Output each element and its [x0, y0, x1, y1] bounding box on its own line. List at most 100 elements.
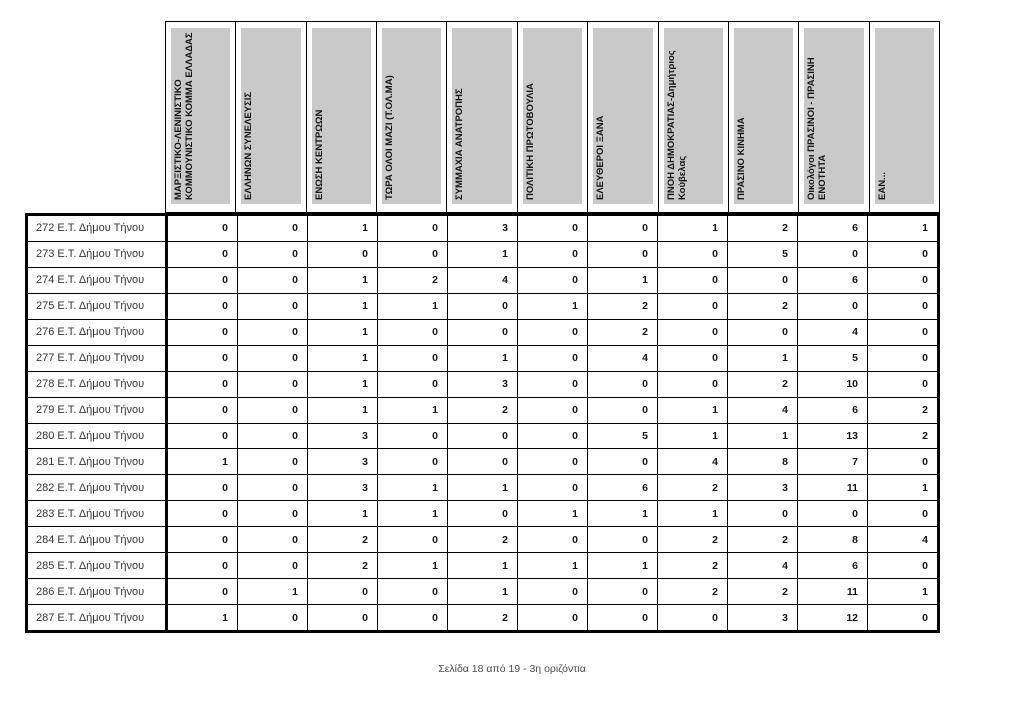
value-cell: 0: [168, 319, 238, 345]
table-row: 280 Ε.Τ. Δήμου Τήνου 0 0 3 0 0 0 5 1 1 13 2: [28, 423, 937, 450]
value-cell: 0: [922, 352, 928, 365]
value-cell: 1: [518, 501, 588, 527]
column-header: ΕΑΝ...: [868, 21, 940, 213]
value-cell: 1: [238, 579, 308, 605]
value-cell: 1: [518, 553, 588, 579]
value-cell: 0: [518, 579, 588, 605]
value-cell: 2: [922, 404, 928, 417]
value-cell: 1: [378, 475, 448, 501]
value-cell: 2: [448, 605, 518, 630]
column-header-label: ΠΟΛΙΤΙΚΗ ΠΡΩΤΟΒΟΥΛΙΑ: [524, 83, 536, 200]
column-header-box: ΠΡΑΣΙΝΟ ΚΙΝΗΜΑ: [733, 28, 794, 204]
value-cell: 3: [308, 475, 378, 501]
value-cell: 0: [658, 293, 728, 319]
value-cell: 0: [378, 423, 448, 449]
value-cell: 0: [518, 241, 588, 267]
column-header-box: Οικολόγοι ΠΡΑΣΙΝΟΙ - ΠΡΑΣΙΝΗ ΕΝΟΤΗΤΑ: [804, 28, 864, 204]
value-cell: 0: [238, 371, 308, 397]
value-cell: 0: [168, 371, 238, 397]
row-label: 274 Ε.Τ. Δήμου Τήνου: [28, 267, 168, 293]
value-cell: 0: [308, 241, 378, 267]
row-label: 277 Ε.Τ. Δήμου Τήνου: [28, 345, 168, 371]
value-cell: 1: [308, 397, 378, 423]
value-cell: 1: [308, 501, 378, 527]
value-cell: 0: [238, 449, 308, 475]
value-cell: 2: [588, 293, 658, 319]
value-cell: 0: [518, 449, 588, 475]
table-row: 277 Ε.Τ. Δήμου Τήνου 0 0 1 0 1 0 4 0 1 5 0: [28, 345, 937, 372]
value-cell: 1: [378, 553, 448, 579]
table-row: 287 Ε.Τ. Δήμου Τήνου 1 0 0 0 2 0 0 0 3 12 0: [28, 605, 937, 630]
value-cell: 1: [378, 293, 448, 319]
value-cell: 0: [378, 605, 448, 630]
value-cell: 0: [728, 501, 798, 527]
value-cell: 1: [588, 501, 658, 527]
value-cell: 0: [238, 423, 308, 449]
value-cell: 0: [378, 216, 448, 241]
table-row: 276 Ε.Τ. Δήμου Τήνου 0 0 1 0 0 0 2 0 0 4 0: [28, 319, 937, 346]
value-cell: 2: [308, 527, 378, 553]
value-cell: 0: [922, 326, 928, 339]
value-cell: 0: [378, 527, 448, 553]
value-cell: 0: [238, 605, 308, 630]
value-cell: 3: [308, 449, 378, 475]
column-header-label: Οικολόγοι ΠΡΑΣΙΝΟΙ - ΠΡΑΣΙΝΗ ΕΝΟΤΗΤΑ: [806, 57, 829, 200]
column-header: Οικολόγοι ΠΡΑΣΙΝΟΙ - ΠΡΑΣΙΝΗ ΕΝΟΤΗΤΑ: [798, 21, 870, 213]
value-cell: 0: [238, 267, 308, 293]
table-row: 275 Ε.Τ. Δήμου Τήνου 0 0 1 1 0 1 2 0 2 0 0: [28, 293, 937, 320]
value-cell: 6: [798, 553, 868, 579]
column-header-box: ΕΑΝ...: [874, 28, 934, 204]
value-cell: 0: [658, 605, 728, 630]
value-cell: 0: [728, 267, 798, 293]
value-cell: 0: [658, 319, 728, 345]
value-cell: 0: [518, 605, 588, 630]
column-header: ΠΟΛΙΤΙΚΗ ΠΡΩΤΟΒΟΥΛΙΑ: [516, 21, 589, 213]
value-cell: 4: [588, 345, 658, 371]
table-row: 284 Ε.Τ. Δήμου Τήνου 0 0 2 0 2 0 0 2 2 8 4: [28, 527, 937, 554]
value-cell: 4: [922, 533, 928, 546]
row-label: 279 Ε.Τ. Δήμου Τήνου: [28, 397, 168, 423]
value-cell: 0: [588, 397, 658, 423]
column-header-label: ΠΡΑΣΙΝΟ ΚΙΝΗΜΑ: [735, 117, 747, 200]
value-cell: 0: [922, 274, 928, 287]
column-header-label: ΕΛΕΥΘΕΡΟΙ ΞΑΝΑ: [595, 115, 607, 200]
value-cell: 1: [448, 579, 518, 605]
value-cell: 3: [728, 605, 798, 630]
value-cell: 0: [518, 345, 588, 371]
column-header: ΣΥΜΜΑΧΙΑ ΑΝΑΤΡΟΠΗΣ: [446, 21, 518, 213]
value-cell: 4: [728, 397, 798, 423]
value-cell: 3: [448, 216, 518, 241]
value-cell: 0: [518, 319, 588, 345]
value-cell: 0: [588, 216, 658, 241]
value-cell: 0: [658, 267, 728, 293]
value-cell: 0: [238, 475, 308, 501]
value-cell: 0: [378, 579, 448, 605]
value-cell: 5: [588, 423, 658, 449]
column-header: ΜΑΡΞΙΣΤΙΚΟ-ΛΕΝΙΝΙΣΤΙΚΟ ΚΟΜΜΟΥΝΙΣΤΙΚΟ ΚΟΜ…: [165, 21, 237, 213]
value-cell: 2: [658, 579, 728, 605]
value-cell: 0: [168, 293, 238, 319]
value-cell: 3: [728, 475, 798, 501]
value-cell: 3: [448, 371, 518, 397]
value-cell: 0: [168, 527, 238, 553]
column-header-label: ΜΑΡΞΙΣΤΙΚΟ-ΛΕΝΙΝΙΣΤΙΚΟ ΚΟΜΜΟΥΝΙΣΤΙΚΟ ΚΟΜ…: [173, 32, 195, 200]
table-row: 286 Ε.Τ. Δήμου Τήνου 0 1 0 0 1 0 0 2 2 11 1: [28, 579, 937, 606]
value-cell: 1: [922, 222, 928, 235]
value-cell: 0: [448, 293, 518, 319]
column-header-label: ΕΝΩΣΗ ΚΕΝΤΡΩΩΝ: [313, 109, 325, 200]
value-cell: 0: [588, 579, 658, 605]
table-row: 278 Ε.Τ. Δήμου Τήνου 0 0 1 0 3 0 0 0 2 10 0: [28, 371, 937, 398]
value-cell: 1: [658, 423, 728, 449]
row-label: 282 Ε.Τ. Δήμου Τήνου: [28, 475, 168, 501]
value-cell: 0: [238, 241, 308, 267]
value-cell: 0: [238, 397, 308, 423]
row-label: 276 Ε.Τ. Δήμου Τήνου: [28, 319, 168, 345]
value-cell: 0: [238, 527, 308, 553]
value-cell: 4: [658, 449, 728, 475]
column-header-box: ΣΥΜΜΑΧΙΑ ΑΝΑΤΡΟΠΗΣ: [452, 28, 512, 204]
value-cell: 6: [588, 475, 658, 501]
value-cell: 2: [728, 216, 798, 241]
value-cell: 1: [588, 267, 658, 293]
value-cell: 2: [922, 429, 928, 442]
value-cell: 0: [658, 371, 728, 397]
